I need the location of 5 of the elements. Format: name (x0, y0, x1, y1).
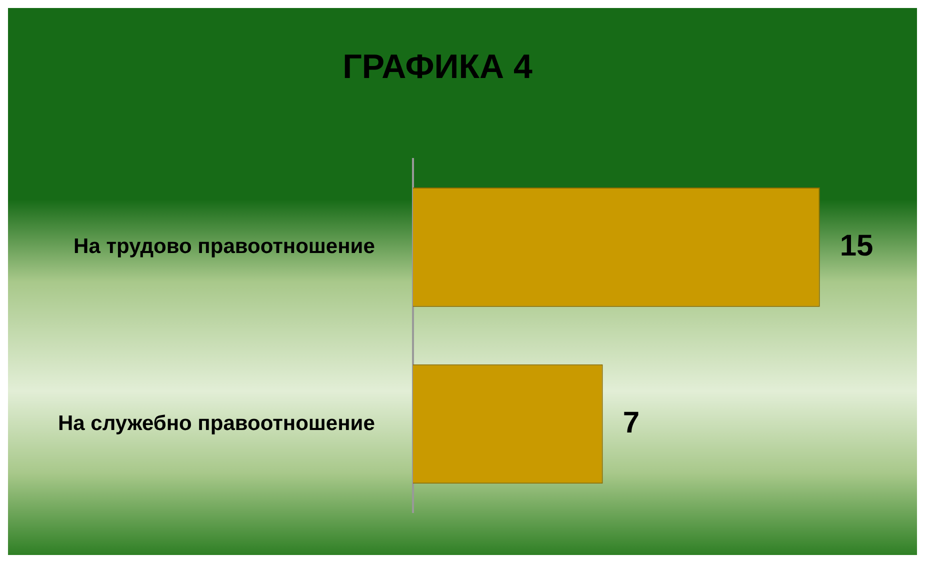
chart-title: ГРАФИКА 4 (342, 48, 532, 86)
data-label: 7 (622, 406, 640, 440)
y-tick-label: На трудово правоотношение (74, 234, 375, 258)
data-label: 15 (840, 229, 874, 262)
y-tick-label: На служебно правоотношение (58, 412, 375, 435)
